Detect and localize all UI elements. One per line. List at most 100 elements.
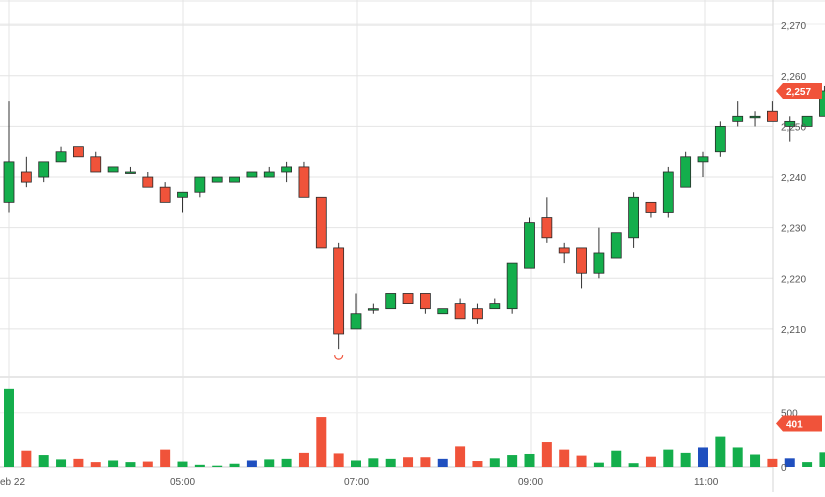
volume-bar [455, 446, 466, 467]
volume-bar [38, 455, 49, 467]
candle-body [281, 166, 293, 173]
candle-body [437, 308, 449, 315]
volume-bar [715, 436, 726, 467]
volume-bar [645, 456, 656, 467]
volume-bar [194, 464, 205, 467]
volume-bar [559, 449, 570, 467]
volume-layer [4, 388, 825, 467]
candle-body [125, 171, 136, 174]
volume-bar [56, 459, 67, 467]
axis-layer: 2,270 2,260 2,250 2,240 2,230 2,220 2,210 0 500 e… [0, 21, 822, 488]
volume-bar [229, 463, 240, 467]
volume-bar [611, 450, 622, 467]
volume-bar [489, 458, 500, 467]
candle-body [714, 126, 726, 153]
candle-body [73, 146, 84, 158]
candle-body [298, 166, 310, 198]
candle-body [610, 232, 622, 259]
candle-body [385, 293, 397, 310]
candle-body [263, 171, 275, 178]
volume-bar [593, 462, 604, 467]
volume-bar [420, 457, 431, 467]
volume-bar [298, 452, 309, 467]
price-tick-label: 2,210 [781, 325, 806, 336]
volume-bar [316, 417, 327, 467]
volume-bar [628, 463, 639, 467]
volume-bar [750, 454, 761, 467]
volume-bar [281, 458, 292, 467]
price-tick-label: 2,250 [781, 122, 806, 133]
candle-body [662, 171, 674, 213]
candle-body [749, 115, 761, 119]
candle-body [142, 176, 154, 188]
volume-bar [246, 460, 257, 467]
candle-body [593, 252, 605, 274]
volume-bar [576, 455, 587, 467]
candle-body [350, 313, 362, 330]
volume-bar [160, 449, 171, 467]
price-tick-label: 2,270 [781, 21, 806, 32]
volume-bar [767, 458, 778, 467]
candle-body [246, 171, 258, 178]
volume-bar [21, 450, 32, 467]
volume-bar [125, 462, 136, 467]
volume-bar [177, 461, 188, 467]
current-volume-badge-label: 401 [786, 419, 803, 430]
candle-body [819, 90, 825, 117]
x-tick-label: 11:00 [694, 477, 719, 488]
volume-bar [368, 458, 379, 467]
candle-body [541, 217, 553, 239]
candle-body [107, 166, 119, 173]
x-tick-label: 05:00 [170, 477, 195, 488]
candle-layer [3, 85, 825, 360]
volume-bar [819, 452, 825, 467]
volume-bar [663, 449, 674, 467]
candle-body [20, 171, 32, 183]
volume-bar [142, 461, 153, 467]
x-tick-label: eb 22 [0, 477, 25, 488]
volume-bar [73, 458, 84, 467]
volume-bar [698, 447, 708, 467]
volume-bar [472, 461, 483, 467]
candle-body [524, 222, 535, 269]
candle-body [784, 120, 796, 127]
candle-body [645, 201, 657, 213]
volume-bar [4, 388, 14, 467]
x-tick-label: 09:00 [518, 477, 543, 488]
candle-body [628, 196, 639, 239]
price-tick-label: 2,240 [781, 173, 806, 184]
candle-body [402, 293, 414, 304]
candle-body [697, 156, 709, 163]
price-tick-label: 2,220 [781, 274, 806, 285]
volume-bar [403, 457, 414, 467]
candle-body [732, 115, 744, 122]
volume-bar [524, 453, 535, 467]
candle-body [38, 161, 50, 178]
candle-body [367, 308, 379, 311]
candle-body [3, 161, 15, 203]
candle-body [506, 262, 518, 310]
candle-body [489, 303, 501, 310]
volume-bar [333, 453, 344, 467]
candle-body [419, 293, 431, 310]
current-volume-badge: 401 [776, 415, 822, 432]
candle-body [801, 115, 813, 127]
volume-bar [507, 455, 518, 467]
low-marker [334, 355, 344, 360]
volume-bar [541, 442, 552, 467]
volume-tick-label: 500 [781, 409, 798, 420]
volume-bar [784, 458, 795, 467]
candle-body [159, 186, 171, 203]
price-tick-label: 2,260 [781, 72, 806, 83]
candle-body [177, 191, 188, 198]
candle-body [576, 247, 587, 274]
volume-bar [351, 460, 361, 467]
current-volume-badge-shape [776, 415, 822, 432]
candle-body [90, 156, 102, 173]
volume-bar [732, 447, 743, 467]
volume-bar [385, 458, 396, 467]
x-tick-label: 07:00 [344, 477, 369, 488]
